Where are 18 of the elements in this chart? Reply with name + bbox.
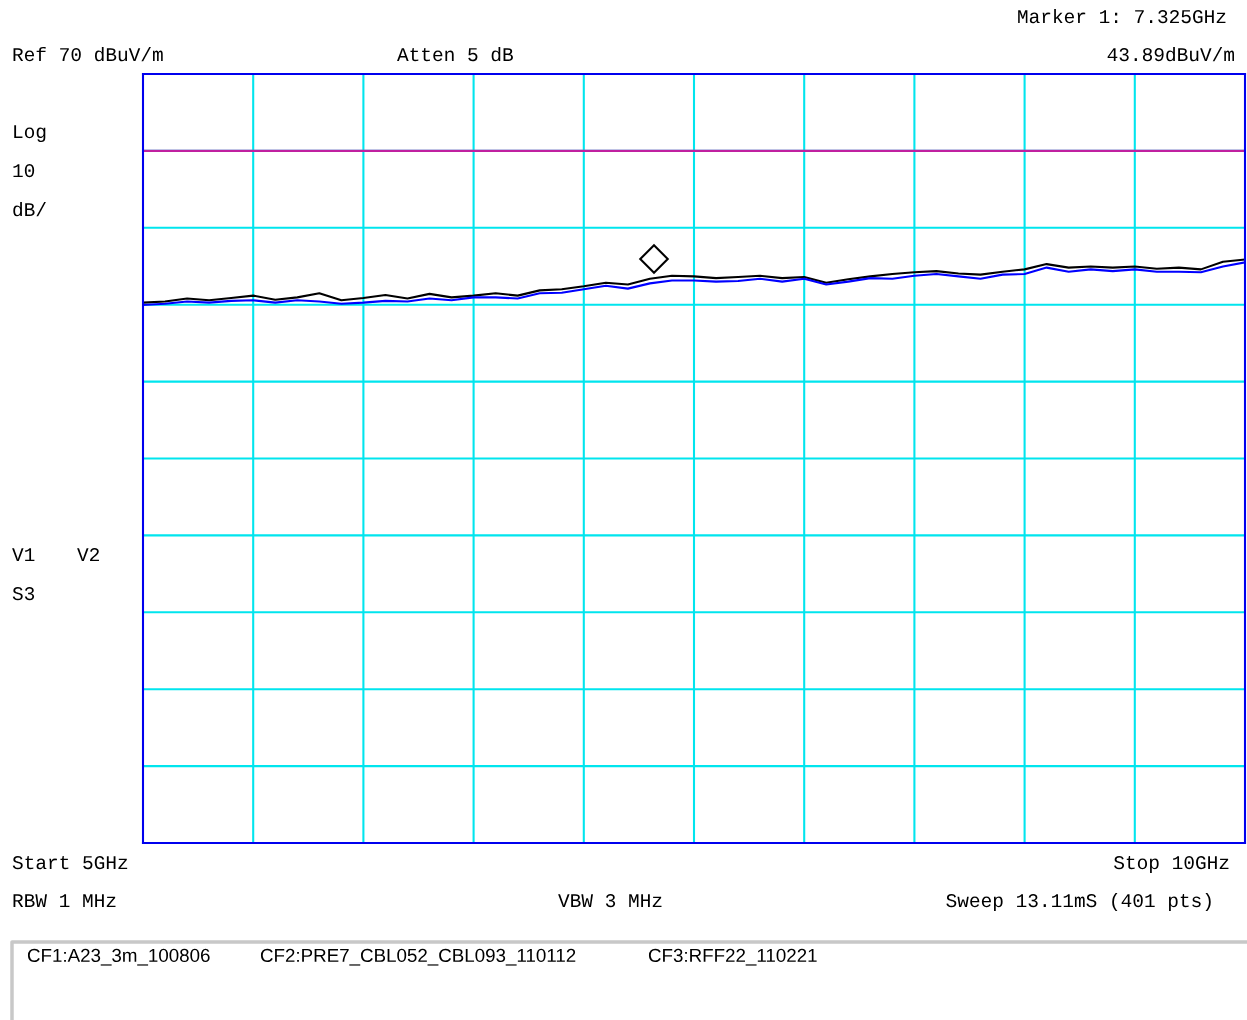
- text: 10: [13, 164, 35, 178]
- text: RBW 1 MHz: [13, 894, 116, 908]
- text: Marker 1: 7.325GHz: [1018, 8, 1226, 24]
- text: Atten 5 dB: [397, 46, 513, 62]
- text: CF1:A23_3m_100806: [27, 948, 210, 966]
- text: 43.89dBuV/m: [1107, 46, 1234, 62]
- text: S3: [12, 587, 35, 601]
- text: Sweep 13.11mS (401 pts): [946, 892, 1211, 912]
- text: dB/: [13, 201, 46, 217]
- text: V1: [12, 548, 35, 562]
- text: Log: [14, 125, 46, 143]
- text: Stop 10GHz: [1114, 856, 1229, 874]
- text: CF2:PRE7_CBL052_CBL093_110112: [260, 948, 576, 966]
- text: VBW 3 MHz: [558, 894, 662, 908]
- text: V2: [77, 548, 99, 562]
- text: Start 5GHz: [12, 856, 128, 870]
- text: Ref 70 dBuV/m: [13, 46, 163, 62]
- text: CF3:RFF22_110221: [648, 948, 817, 966]
